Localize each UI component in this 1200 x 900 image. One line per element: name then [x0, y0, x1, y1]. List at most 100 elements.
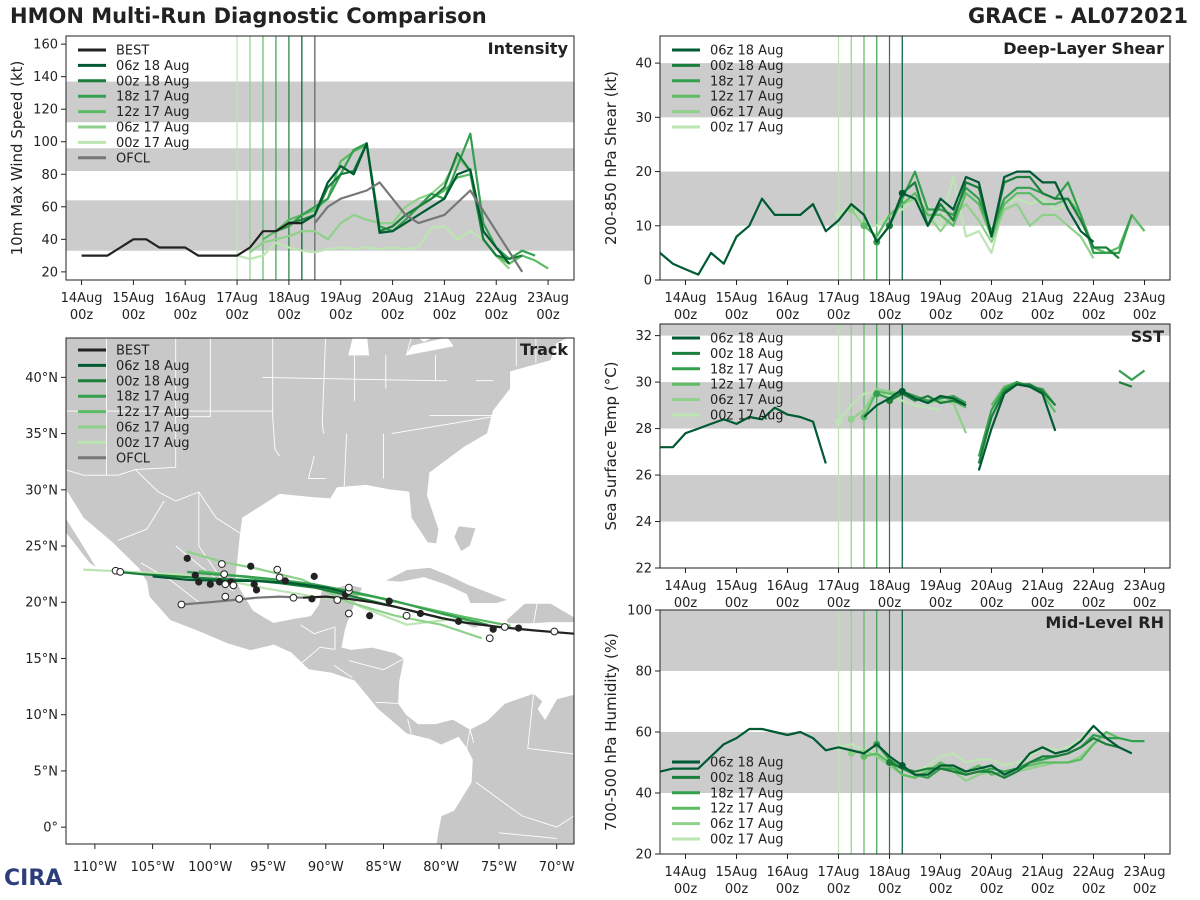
track-position-marker-open — [500, 623, 509, 631]
rh-x-tick-label: 00z — [980, 882, 1004, 897]
political-border — [300, 646, 336, 665]
intensity-x-tick-label: 14Aug — [61, 291, 103, 306]
political-border — [469, 729, 475, 743]
political-border — [272, 338, 280, 457]
rh-series-line — [863, 730, 1120, 779]
shear-x-tick-label: 00z — [878, 308, 902, 323]
track-panel: 110°W 105°W 100°W 95°W 90°W 85°W 80°W 75°W 70°W 0… — [25, 337, 575, 875]
intensity-x-tick-label: 00z — [174, 308, 198, 323]
intensity-legend-label: 18z 17 Aug — [116, 90, 190, 105]
sst-x-tick-label: 17Aug — [818, 579, 860, 594]
rh-x-tick-label: 00z — [1031, 882, 1055, 897]
track-position-marker-filled — [514, 624, 523, 632]
rh-x-tick-label: 21Aug — [1022, 865, 1064, 880]
intensity-series-line — [236, 225, 510, 270]
track-legend-label: 06z 18 Aug — [116, 359, 190, 374]
intensity-x-tick-label: 00z — [329, 308, 353, 323]
political-border — [498, 832, 557, 839]
intensity-x-tick-label: 00z — [225, 308, 249, 323]
rh-x-tick-label: 00z — [674, 882, 698, 897]
sst-x-tick-label: 22Aug — [1073, 579, 1115, 594]
political-border — [198, 492, 223, 581]
track-y-tick-label: 40°N — [25, 371, 58, 386]
sst-series-start-dot — [847, 415, 855, 423]
shear-legend-label: 00z 17 Aug — [710, 121, 784, 136]
hispaniola-landmass — [505, 603, 574, 624]
intensity-y-tick-label: 140 — [33, 70, 58, 85]
sst-x-tick-label: 18Aug — [869, 579, 911, 594]
rh-best-line — [660, 727, 903, 773]
track-x-tick-label: 85°W — [366, 860, 402, 875]
shear-legend-label: 06z 17 Aug — [710, 105, 784, 120]
sst-x-tick-label: 00z — [1133, 596, 1157, 611]
rh-y-tick-label: 100 — [627, 604, 652, 619]
intensity-x-tick-label: 16Aug — [164, 291, 206, 306]
shear-x-tick-label: 14Aug — [665, 291, 707, 306]
intensity-y-tick-label: 80 — [41, 168, 58, 183]
shear-x-tick-label: 00z — [1082, 308, 1106, 323]
political-border — [134, 469, 243, 536]
sst-x-tick-label: 14Aug — [665, 579, 707, 594]
track-y-tick-label: 30°N — [25, 483, 58, 498]
sst-y-tick-label: 22 — [635, 562, 652, 577]
shear-y-tick-label: 30 — [635, 111, 652, 126]
sst-x-tick-label: 00z — [980, 596, 1004, 611]
track-position-marker-open — [221, 580, 230, 589]
political-border — [407, 719, 412, 734]
shear-x-tick-label: 00z — [1133, 308, 1157, 323]
track-position-marker-open — [344, 583, 353, 592]
intensity-x-tick-label: 00z — [122, 308, 146, 323]
track-position-marker-filled — [191, 571, 199, 579]
rh-x-tick-label: 00z — [878, 882, 902, 897]
intensity-legend-label: 06z 18 Aug — [116, 59, 190, 74]
political-border — [333, 664, 353, 678]
sst-band — [660, 324, 1170, 336]
shear-y-tick-label: 20 — [635, 165, 652, 180]
track-position-marker-open — [289, 593, 298, 602]
intensity-legend-label: 00z 17 Aug — [116, 136, 190, 151]
track-position-marker-filled — [195, 578, 203, 586]
track-ofcl-line — [181, 595, 303, 606]
track-x-tick-label: 70°W — [539, 860, 575, 875]
political-border — [533, 603, 538, 624]
rh-y-tick-label: 20 — [635, 848, 652, 863]
shear-x-tick-label: 00z — [929, 308, 953, 323]
rh-x-tick-label: 00z — [725, 882, 749, 897]
track-frame — [65, 337, 575, 845]
rh-plot-area — [660, 610, 1170, 854]
sst-band — [660, 475, 1170, 522]
rh-y-tick-label: 80 — [635, 665, 652, 680]
track-position-marker-open — [550, 627, 559, 636]
rh-legend-label: 06z 18 Aug — [710, 756, 784, 771]
track-position-marker-open — [229, 581, 238, 590]
cuba-landmass — [383, 566, 510, 604]
rh-x-tick-label: 00z — [776, 882, 800, 897]
political-border — [66, 466, 176, 476]
political-border — [391, 416, 494, 435]
political-border — [307, 455, 326, 480]
rh-x-tick-label: 18Aug — [869, 865, 911, 880]
track-legend-label: OFCL — [116, 451, 151, 466]
rh-band — [660, 610, 1170, 671]
storm-id-title: GRACE - AL072021 — [967, 4, 1188, 28]
rh-legend-label: 00z 17 Aug — [710, 833, 784, 848]
intensity-y-tick-label: 160 — [33, 38, 58, 53]
intensity-x-tick-label: 19Aug — [320, 291, 362, 306]
great-lake-water — [348, 338, 370, 356]
track-map-area — [66, 338, 574, 844]
shear-series-line — [901, 170, 1095, 243]
intensity-x-tick-label: 00z — [277, 308, 301, 323]
track-x-tick-label: 75°W — [481, 860, 517, 875]
track-y-tick-label: 0° — [43, 821, 58, 836]
intensity-x-tick-label: 20Aug — [372, 291, 414, 306]
sst-y-tick-label: 28 — [635, 422, 652, 437]
intensity-x-tick-label: 00z — [485, 308, 509, 323]
shear-x-tick-label: 00z — [827, 308, 851, 323]
baja-landmass — [66, 517, 98, 569]
rh-series-line — [901, 724, 1133, 776]
shear-x-tick-label: 15Aug — [716, 291, 758, 306]
great-lake-water — [418, 338, 432, 342]
